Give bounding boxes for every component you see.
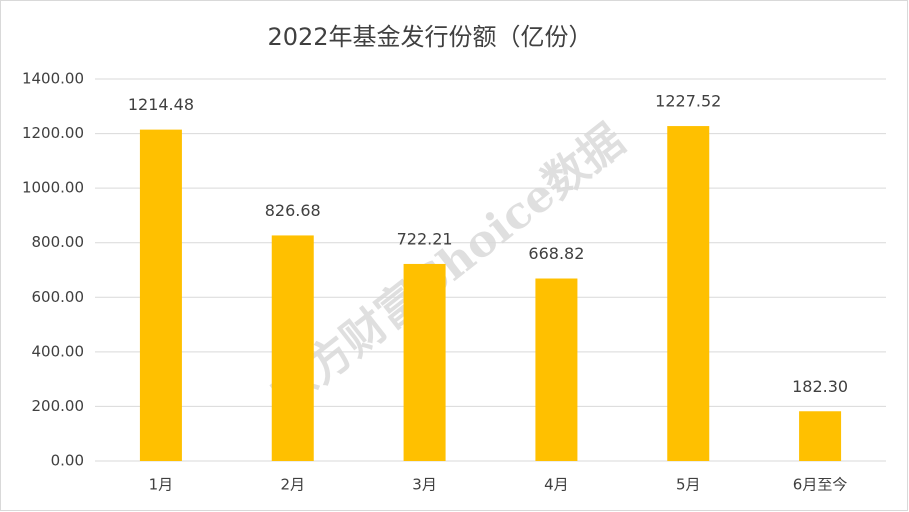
bar bbox=[799, 411, 842, 461]
data-label: 668.82 bbox=[528, 244, 584, 263]
data-label: 1227.52 bbox=[655, 92, 721, 111]
y-tick-label: 200.00 bbox=[32, 397, 85, 415]
bar bbox=[535, 278, 578, 461]
chart-title: 2022年基金发行份额（亿份） bbox=[267, 23, 592, 51]
bar bbox=[403, 263, 446, 461]
data-label: 182.30 bbox=[792, 377, 848, 396]
y-tick-label: 600.00 bbox=[32, 288, 85, 306]
x-tick-label: 1月 bbox=[149, 476, 174, 494]
bar bbox=[667, 126, 710, 461]
x-tick-label: 4月 bbox=[544, 476, 569, 494]
y-tick-label: 1400.00 bbox=[22, 70, 84, 88]
x-tick-label: 2月 bbox=[280, 476, 305, 494]
y-tick-label: 800.00 bbox=[32, 233, 85, 251]
bar bbox=[271, 235, 314, 461]
y-tick-label: 400.00 bbox=[32, 342, 85, 360]
data-label: 1214.48 bbox=[128, 95, 194, 114]
y-tick-label: 1200.00 bbox=[22, 124, 84, 142]
x-tick-label: 5月 bbox=[676, 476, 701, 494]
data-label: 722.21 bbox=[397, 229, 453, 248]
bar bbox=[139, 129, 182, 461]
x-tick-label: 6月至今 bbox=[793, 476, 848, 494]
y-tick-label: 0.00 bbox=[51, 452, 84, 470]
x-tick-label: 3月 bbox=[412, 476, 437, 494]
y-tick-label: 1000.00 bbox=[22, 179, 84, 197]
data-label: 826.68 bbox=[265, 201, 321, 220]
